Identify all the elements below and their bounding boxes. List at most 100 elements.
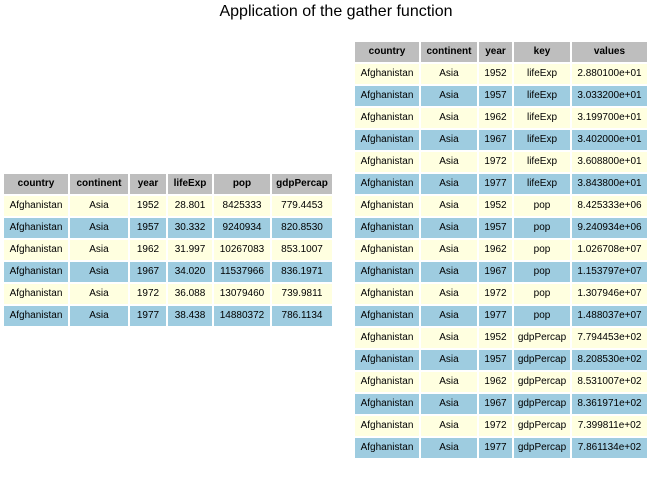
cell-year: 1962 [479, 108, 512, 128]
cell-key: pop [514, 240, 570, 260]
column-header-continent: continent [421, 42, 477, 62]
cell-values: 7.861134e+02 [572, 438, 647, 458]
table-row: Afghanistan Asia 1962 gdpPercap 8.531007e+02 [355, 372, 647, 392]
cell-key: lifeExp [514, 86, 570, 106]
table-row: Afghanistan Asia 1967 lifeExp 3.402000e+01 [355, 130, 647, 150]
cell-continent: Asia [421, 328, 477, 348]
cell-country: Afghanistan [355, 130, 419, 150]
cell-key: gdpPercap [514, 372, 570, 392]
column-header-gdppercap: gdpPercap [272, 174, 332, 194]
cell-continent: Asia [421, 416, 477, 436]
cell-gdppercap: 836.1971 [272, 262, 332, 282]
cell-year: 1977 [479, 306, 512, 326]
cell-year: 1957 [479, 86, 512, 106]
table-row: Afghanistan Asia 1972 36.088 13079460 739.981… [4, 284, 332, 304]
table-row: Afghanistan Asia 1957 pop 9.240934e+06 [355, 218, 647, 238]
cell-continent: Asia [70, 218, 128, 238]
cell-lifeexp: 28.801 [168, 196, 212, 216]
table-row: Afghanistan Asia 1952 gdpPercap 7.794453e+02 [355, 328, 647, 348]
cell-continent: Asia [421, 152, 477, 172]
cell-key: pop [514, 262, 570, 282]
cell-continent: Asia [421, 262, 477, 282]
table-row: Afghanistan Asia 1977 lifeExp 3.843800e+01 [355, 174, 647, 194]
cell-values: 1.026708e+07 [572, 240, 647, 260]
cell-lifeexp: 30.332 [168, 218, 212, 238]
header-row: country continent year lifeExp pop gdpPercap [4, 174, 332, 194]
cell-continent: Asia [70, 240, 128, 260]
cell-year: 1972 [479, 284, 512, 304]
cell-year: 1952 [479, 64, 512, 84]
column-header-pop: pop [214, 174, 270, 194]
cell-key: gdpPercap [514, 438, 570, 458]
cell-country: Afghanistan [355, 328, 419, 348]
cell-year: 1962 [130, 240, 166, 260]
cell-values: 3.402000e+01 [572, 130, 647, 150]
cell-continent: Asia [70, 262, 128, 282]
cell-year: 1967 [479, 394, 512, 414]
cell-country: Afghanistan [4, 196, 68, 216]
cell-values: 8.425333e+06 [572, 196, 647, 216]
table-row: Afghanistan Asia 1967 gdpPercap 8.361971e+02 [355, 394, 647, 414]
cell-year: 1957 [479, 350, 512, 370]
cell-pop: 10267083 [214, 240, 270, 260]
table-row: Afghanistan Asia 1962 31.997 10267083 853.100… [4, 240, 332, 260]
column-header-year: year [130, 174, 166, 194]
cell-country: Afghanistan [355, 174, 419, 194]
table-row: Afghanistan Asia 1977 pop 1.488037e+07 [355, 306, 647, 326]
cell-values: 8.361971e+02 [572, 394, 647, 414]
cell-key: gdpPercap [514, 416, 570, 436]
table-row: Afghanistan Asia 1952 lifeExp 2.880100e+01 [355, 64, 647, 84]
cell-values: 1.307946e+07 [572, 284, 647, 304]
cell-year: 1967 [479, 262, 512, 282]
table-row: Afghanistan Asia 1972 lifeExp 3.608800e+01 [355, 152, 647, 172]
cell-continent: Asia [70, 306, 128, 326]
cell-year: 1952 [479, 328, 512, 348]
cell-year: 1977 [479, 438, 512, 458]
cell-key: pop [514, 284, 570, 304]
table-row: Afghanistan Asia 1952 28.801 8425333 779.4453 [4, 196, 332, 216]
cell-year: 1967 [130, 262, 166, 282]
cell-lifeexp: 34.020 [168, 262, 212, 282]
long-table: country continent year key values Afghanista… [353, 40, 649, 460]
cell-lifeexp: 36.088 [168, 284, 212, 304]
cell-year: 1952 [130, 196, 166, 216]
cell-country: Afghanistan [355, 262, 419, 282]
cell-pop: 9240934 [214, 218, 270, 238]
cell-continent: Asia [421, 372, 477, 392]
cell-country: Afghanistan [4, 262, 68, 282]
table-row: Afghanistan Asia 1977 gdpPercap 7.861134e+02 [355, 438, 647, 458]
cell-year: 1967 [479, 130, 512, 150]
cell-country: Afghanistan [355, 240, 419, 260]
cell-gdppercap: 853.1007 [272, 240, 332, 260]
cell-key: gdpPercap [514, 394, 570, 414]
column-header-values: values [572, 42, 647, 62]
cell-continent: Asia [421, 438, 477, 458]
cell-continent: Asia [70, 196, 128, 216]
cell-key: lifeExp [514, 130, 570, 150]
cell-values: 7.794453e+02 [572, 328, 647, 348]
column-header-continent: continent [70, 174, 128, 194]
cell-continent: Asia [421, 86, 477, 106]
cell-country: Afghanistan [355, 284, 419, 304]
cell-country: Afghanistan [355, 108, 419, 128]
table-row: Afghanistan Asia 1952 pop 8.425333e+06 [355, 196, 647, 216]
cell-continent: Asia [421, 174, 477, 194]
cell-year: 1962 [479, 240, 512, 260]
cell-key: pop [514, 218, 570, 238]
cell-continent: Asia [421, 64, 477, 84]
cell-country: Afghanistan [355, 416, 419, 436]
cell-year: 1952 [479, 196, 512, 216]
cell-continent: Asia [421, 350, 477, 370]
table-row: Afghanistan Asia 1967 34.020 11537966 836.197… [4, 262, 332, 282]
cell-continent: Asia [421, 240, 477, 260]
table-row: Afghanistan Asia 1972 pop 1.307946e+07 [355, 284, 647, 304]
table-row: Afghanistan Asia 1957 lifeExp 3.033200e+01 [355, 86, 647, 106]
cell-country: Afghanistan [4, 306, 68, 326]
table-row: Afghanistan Asia 1957 30.332 9240934 820.8530 [4, 218, 332, 238]
cell-values: 8.208530e+02 [572, 350, 647, 370]
cell-country: Afghanistan [355, 218, 419, 238]
cell-lifeexp: 31.997 [168, 240, 212, 260]
cell-key: gdpPercap [514, 350, 570, 370]
cell-country: Afghanistan [4, 218, 68, 238]
cell-pop: 14880372 [214, 306, 270, 326]
